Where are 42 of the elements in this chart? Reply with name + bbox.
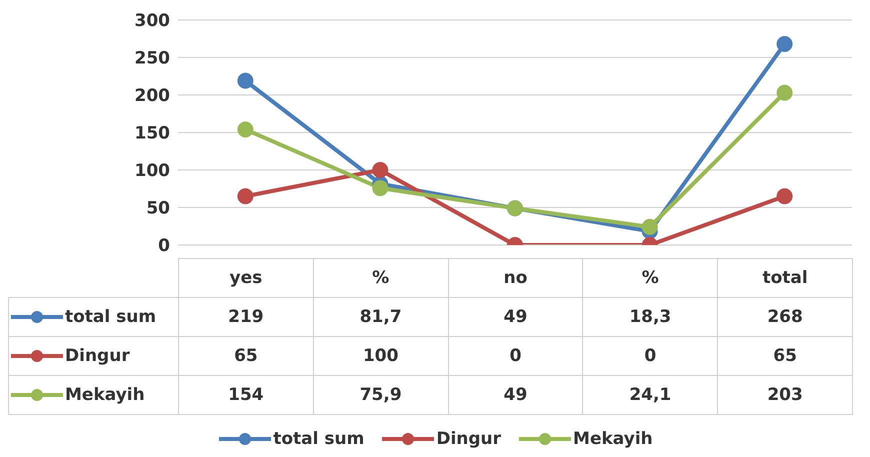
legend-label: Dingur [8, 336, 178, 376]
x-tick-label: % [582, 258, 718, 298]
point [372, 162, 388, 178]
y-tick-label: 0 [158, 236, 170, 256]
y-tick-label: 100 [134, 161, 170, 182]
data-label: 0 [582, 336, 718, 376]
data-label: 75,9 [313, 376, 448, 414]
y-tick-label: 150 [134, 124, 170, 144]
point [642, 218, 658, 235]
data-label: 24,1 [582, 376, 718, 414]
point [372, 180, 388, 196]
data-label: 100 [313, 336, 448, 376]
y-tick-label: 200 [134, 86, 170, 106]
x-tick-label: no [448, 258, 583, 298]
data-label: 203 [718, 376, 852, 414]
data-label: 219 [178, 298, 314, 336]
legend-label: total sum [8, 298, 178, 336]
text: Mekayih [573, 429, 653, 449]
legend-label: Mekayih [8, 376, 178, 414]
text: total sum [273, 429, 364, 449]
data-label: 268 [718, 298, 852, 336]
point [776, 36, 793, 52]
point [776, 188, 793, 204]
y-tick-label: 50 [146, 198, 170, 219]
data-label: 81,7 [313, 298, 448, 336]
data-label: 18,3 [582, 298, 718, 336]
point [776, 84, 793, 101]
point [237, 72, 254, 89]
x-tick-label: % [313, 258, 448, 298]
point [237, 122, 254, 138]
data-label: 0 [448, 336, 583, 376]
data-label: 65 [718, 336, 852, 376]
point [237, 188, 254, 204]
x-tick-label: yes [178, 258, 314, 298]
data-label: 49 [448, 298, 583, 336]
text: Dingur [436, 429, 502, 449]
data-label: 49 [448, 376, 583, 414]
x-tick-label: total [718, 258, 852, 298]
data-label: 154 [178, 376, 314, 414]
data-label: 65 [178, 336, 314, 376]
y-tick-label: 250 [134, 48, 170, 69]
y-tick-label: 300 [134, 11, 170, 32]
